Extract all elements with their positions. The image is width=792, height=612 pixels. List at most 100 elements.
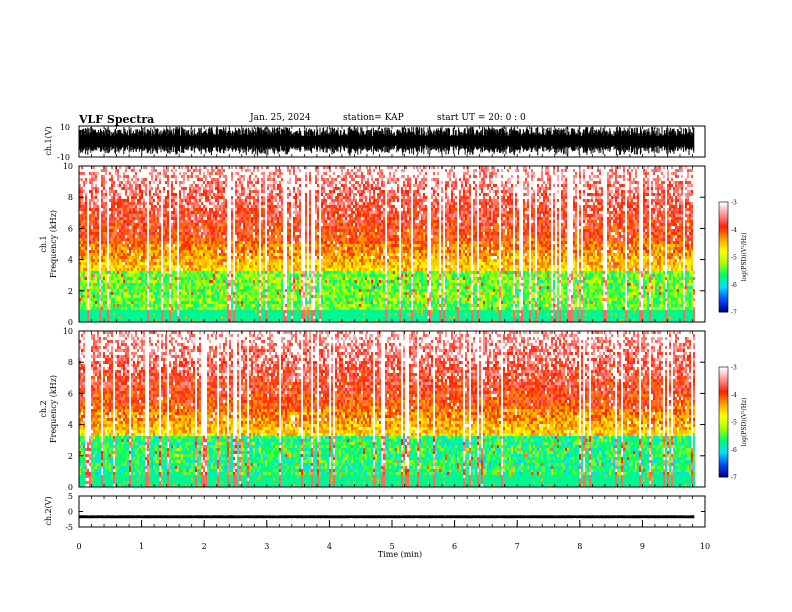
spectrogram-cell — [201, 214, 203, 217]
spectrogram-cell — [209, 190, 211, 193]
spectrogram-cell — [155, 307, 157, 310]
spectrogram-cell — [135, 229, 137, 232]
spectrogram-cell — [89, 253, 91, 256]
spectrogram-cell — [207, 286, 209, 289]
spectrogram-cell — [115, 238, 117, 241]
spectrogram-cell — [155, 190, 157, 193]
spectrogram-cell — [153, 298, 155, 301]
spectrogram-cell — [183, 175, 185, 178]
spectrogram-cell — [175, 277, 177, 280]
spectrogram-cell — [203, 205, 205, 208]
spectrogram-cell — [131, 193, 133, 196]
spectrogram-cell — [139, 229, 141, 232]
spectrogram-cell — [135, 226, 137, 229]
spectrogram-cell — [191, 190, 193, 193]
spectrogram-cell — [97, 298, 99, 301]
spectrogram-cell — [215, 238, 217, 241]
spectrogram-cell — [103, 277, 105, 280]
spectrogram-cell — [111, 292, 113, 295]
spectrogram-cell — [97, 289, 99, 292]
spectrogram-cell — [143, 271, 145, 274]
spectrogram-cell — [95, 208, 97, 211]
spectrogram-cell — [119, 199, 121, 202]
spectrogram-cell — [193, 274, 195, 277]
spectrogram-cell — [199, 259, 201, 262]
spectrogram-cell — [203, 259, 205, 262]
spectrogram-cell — [157, 268, 159, 271]
spectrogram-cell — [103, 232, 105, 235]
spectrogram-cell — [183, 187, 185, 190]
spectrogram-cell — [155, 241, 157, 244]
spectrogram-cell — [181, 181, 183, 184]
spectrogram-cell — [173, 274, 175, 277]
spectrogram-cell — [173, 268, 175, 271]
spectrogram-cell — [149, 280, 151, 283]
spectrogram-cell — [153, 253, 155, 256]
spectrogram-cell — [199, 196, 201, 199]
spectrogram-cell — [179, 220, 181, 223]
spectrogram-cell — [163, 298, 165, 301]
spectrogram-cell — [113, 277, 115, 280]
spectrogram-cell — [201, 217, 203, 220]
spectrogram-cell — [121, 229, 123, 232]
spectrogram-cell — [121, 301, 123, 304]
spectrogram-cell — [197, 256, 199, 259]
spectrogram-cell — [85, 271, 87, 274]
spectrogram-cell — [165, 295, 167, 298]
spectrogram-cell — [143, 265, 145, 268]
spectrogram-cell — [201, 295, 203, 298]
spectrogram-cell — [197, 217, 199, 220]
spectrogram-cell — [127, 226, 129, 229]
spectrogram-cell — [109, 304, 111, 307]
spectrogram-cell — [209, 313, 211, 316]
spectrogram-cell — [123, 253, 125, 256]
spectrogram-cell — [95, 187, 97, 190]
spectrogram-cell — [211, 214, 213, 217]
spectrogram-cell — [109, 292, 111, 295]
spectrogram-cell — [103, 313, 105, 316]
spectrogram-cell — [195, 199, 197, 202]
spectrogram-cell — [209, 286, 211, 289]
spectrogram-cell — [145, 187, 147, 190]
spectrogram-cell — [139, 190, 141, 193]
spectrogram-cell — [141, 295, 143, 298]
spectrogram-cell — [149, 229, 151, 232]
spectrogram-cell — [189, 304, 191, 307]
spectrogram-cell — [165, 310, 167, 313]
spectrogram-cell — [89, 283, 91, 286]
spectrogram-cell — [157, 283, 159, 286]
spectrogram-cell — [193, 199, 195, 202]
spectrogram-cell — [125, 229, 127, 232]
spectrogram-cell — [83, 247, 85, 250]
spectrogram-cell — [145, 265, 147, 268]
spectrogram-cell — [179, 298, 181, 301]
spectrogram-cell — [143, 184, 145, 187]
spectrogram-cell — [119, 253, 121, 256]
spectrogram-cell — [141, 220, 143, 223]
spectrogram-cell — [125, 232, 127, 235]
spectrogram-cell — [125, 298, 127, 301]
spectrogram-cell — [145, 280, 147, 283]
spectrogram-cell — [111, 283, 113, 286]
spectrogram-cell — [119, 217, 121, 220]
spectrogram-cell — [207, 196, 209, 199]
spectrogram-cell — [111, 202, 113, 205]
spectrogram-cell — [131, 274, 133, 277]
spectrogram-cell — [171, 202, 173, 205]
spectrogram-cell — [115, 286, 117, 289]
spectrogram-cell — [201, 313, 203, 316]
spectrogram-cell — [207, 214, 209, 217]
spectrogram-cell — [191, 259, 193, 262]
spectrogram-cell — [193, 307, 195, 310]
spectrogram-cell — [105, 292, 107, 295]
spectrogram-cell — [183, 313, 185, 316]
spectrogram-cell — [173, 175, 175, 178]
spectrogram-cell — [151, 265, 153, 268]
spectrogram-cell — [129, 253, 131, 256]
spectrogram-cell — [111, 304, 113, 307]
spectrogram-cell — [117, 280, 119, 283]
spectrogram-cell — [199, 280, 201, 283]
spectrogram-cell — [135, 259, 137, 262]
spectrogram-cell — [121, 244, 123, 247]
spectrogram-cell — [195, 271, 197, 274]
